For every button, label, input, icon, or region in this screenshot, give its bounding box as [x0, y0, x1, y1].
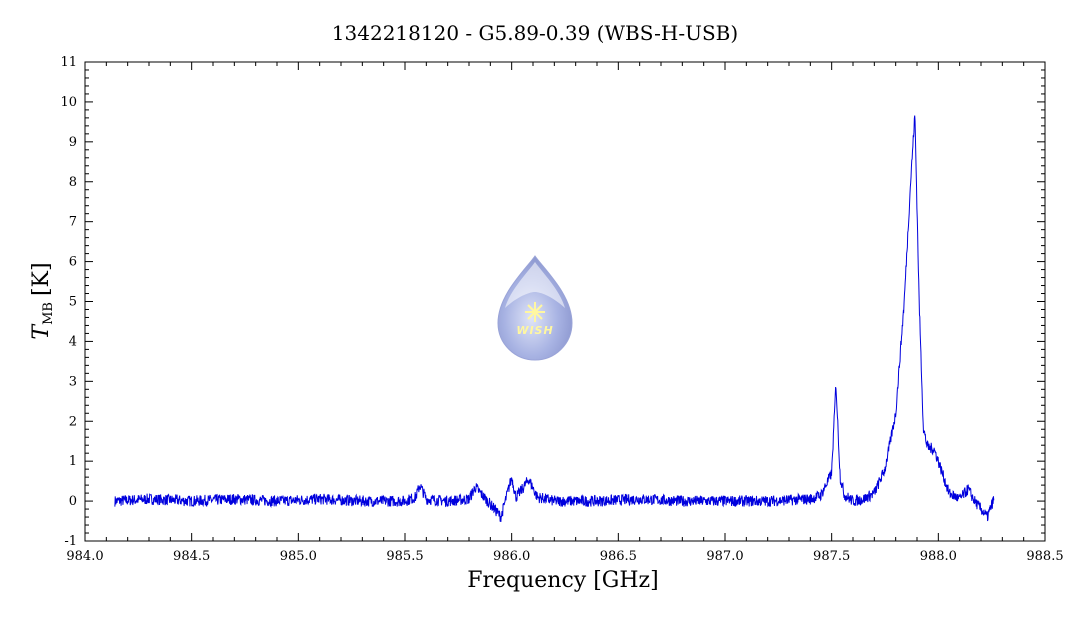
x-tick-label: 987.0	[706, 549, 743, 564]
y-tick-label: 11	[60, 55, 77, 70]
x-tick-label: 984.5	[173, 549, 210, 564]
x-tick-label: 986.0	[493, 549, 530, 564]
x-tick-label: 984.0	[66, 549, 103, 564]
x-tick-label: 988.0	[920, 549, 957, 564]
y-tick-label: 9	[69, 135, 77, 150]
y-tick-label: 10	[60, 95, 77, 110]
svg-text:TMB[K]: TMB [K]	[29, 262, 56, 339]
y-tick-label: 8	[69, 175, 77, 190]
y-axis-ticks: -1 0 1 2 3 4 5 6 7 8 9 10 11	[60, 55, 1045, 549]
y-tick-label: 6	[69, 255, 77, 270]
drop-highlight	[505, 262, 565, 308]
wish-logo: WISH	[497, 255, 573, 361]
y-axis-label: TMB [K]	[29, 262, 56, 339]
y-tick-label: 3	[69, 374, 77, 389]
y-tick-label: 2	[69, 414, 77, 429]
star-icon	[525, 302, 545, 322]
x-tick-label: 985.5	[386, 549, 423, 564]
chart-title: 1342218120 - G5.89-0.39 (WBS-H-USB)	[332, 21, 738, 45]
y-axis-label-unit: [K]	[29, 262, 54, 296]
series-line	[114, 115, 995, 522]
y-tick-label: -1	[64, 534, 77, 549]
y-tick-label: 4	[69, 334, 77, 349]
y-tick-label: 7	[69, 215, 77, 230]
y-axis-label-sub: MB	[41, 302, 56, 325]
x-axis-ticks: 984.0 984.5 985.0 985.5 986.0 986.5 987.0 987.5…	[66, 62, 1064, 564]
x-tick-label: 985.0	[280, 549, 317, 564]
y-tick-label: 5	[69, 295, 77, 310]
x-axis-label: Frequency [GHz]	[467, 568, 659, 593]
x-tick-label: 986.5	[600, 549, 637, 564]
y-tick-label: 0	[69, 494, 77, 509]
x-tick-label: 988.5	[1026, 549, 1063, 564]
y-axis-label-main: T	[29, 323, 54, 340]
logo-text: WISH	[516, 324, 553, 337]
x-tick-label: 987.5	[813, 549, 850, 564]
y-tick-label: 1	[69, 454, 77, 469]
